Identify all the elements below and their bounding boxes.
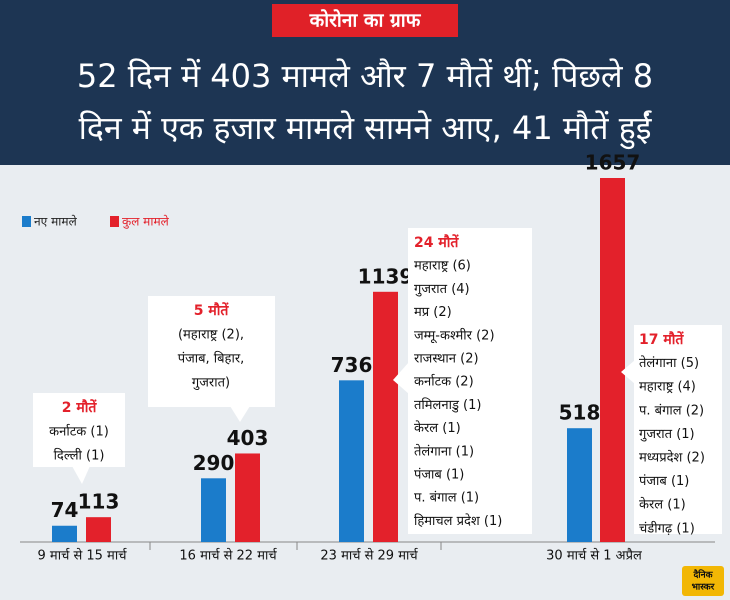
logo-bg [682,566,724,596]
value-label: 1657 [585,151,641,175]
callout-line: पंजाब (1) [639,474,689,489]
callout-line: दिल्ली (1) [54,448,105,464]
callout-box [33,393,125,467]
bar [201,478,226,542]
legend-label: नए मामले [34,215,78,229]
value-label: 1139 [358,264,414,288]
bar [235,453,260,542]
callout-line: राजस्थान (2) [414,352,479,367]
value-label: 290 [193,451,235,475]
x-tick-label: 9 मार्च से 15 मार्च [38,548,128,564]
value-label: 403 [227,426,269,450]
callout-pointer [72,466,90,484]
title-line: 52 दिन में 403 मामले और 7 मौतें थीं; पिछ… [77,57,653,95]
callout-line: हिमाचल प्रदेश (1) [414,513,502,529]
callout-line: जम्मू-कश्मीर (2) [414,327,495,343]
bar [600,178,625,542]
callout-line: तेलंगाना (1) [414,443,474,459]
callout-box [148,296,275,407]
bar [339,380,364,542]
x-tick-label: 23 मार्च से 29 मार्च [320,548,418,564]
callout-line: गुजरात) [192,376,230,391]
logo-text: भास्कर [692,583,715,593]
tag-bg [272,4,458,37]
callout-pointer [230,406,250,422]
callout-box [634,325,722,534]
legend-label: कुल मामले [122,215,170,230]
callout-line: गुजरात (4) [414,282,470,297]
callout-title: 2 मौतें [62,399,98,416]
value-label: 113 [78,490,120,514]
bar [567,428,592,542]
callout-line: महाराष्ट्र (6) [414,259,471,274]
callout-title: 5 मौतें [194,302,230,319]
callout-line: गुजरात (1) [639,427,695,442]
value-label: 736 [331,353,373,377]
title-line: दिन में एक हजार मामले सामने आए, 41 मौतें… [79,109,653,150]
callout-line: तमिलनाडु (1) [414,397,481,413]
callout-line: पंजाब (1) [414,468,464,483]
x-tick-label: 30 मार्च से 1 अप्रैल [546,548,642,564]
bar [86,517,111,542]
callout-title: 24 मौतें [414,234,459,251]
callout-line: कर्नाटक (2) [414,374,474,390]
callout-line: मध्यप्रदेश (2) [639,450,705,466]
callout-line: प. बंगाल (2) [639,403,704,418]
legend-swatch [110,216,119,227]
logo-text: दैनिक [692,569,713,581]
callout-title: 17 मौतें [639,331,684,348]
callout-line: चंडीगढ़ (1) [639,520,695,536]
bar [52,525,77,542]
callout-pointer [621,360,635,384]
callout-line: (महाराष्ट्र (2), [178,328,244,343]
callout-line: केरल (1) [639,497,686,513]
callout-line: कर्नाटक (1) [49,424,109,440]
callout-box [408,228,532,534]
callout-line: केरल (1) [414,420,461,436]
x-tick-label: 16 मार्च से 22 मार्च [179,548,277,564]
tag: कोरोना का ग्राफ [309,9,422,32]
value-label: 74 [51,498,79,522]
callout-line: मप्र (2) [414,305,452,320]
bar [373,291,398,542]
callout-line: पंजाब, बिहार, [178,351,245,367]
value-label: 518 [559,401,601,425]
callout-line: तेलंगाना (5) [639,355,699,371]
callout-line: प. बंगाल (1) [414,491,479,506]
legend-swatch [22,216,31,227]
callout-pointer [393,362,409,394]
callout-line: महाराष्ट्र (4) [639,380,696,395]
